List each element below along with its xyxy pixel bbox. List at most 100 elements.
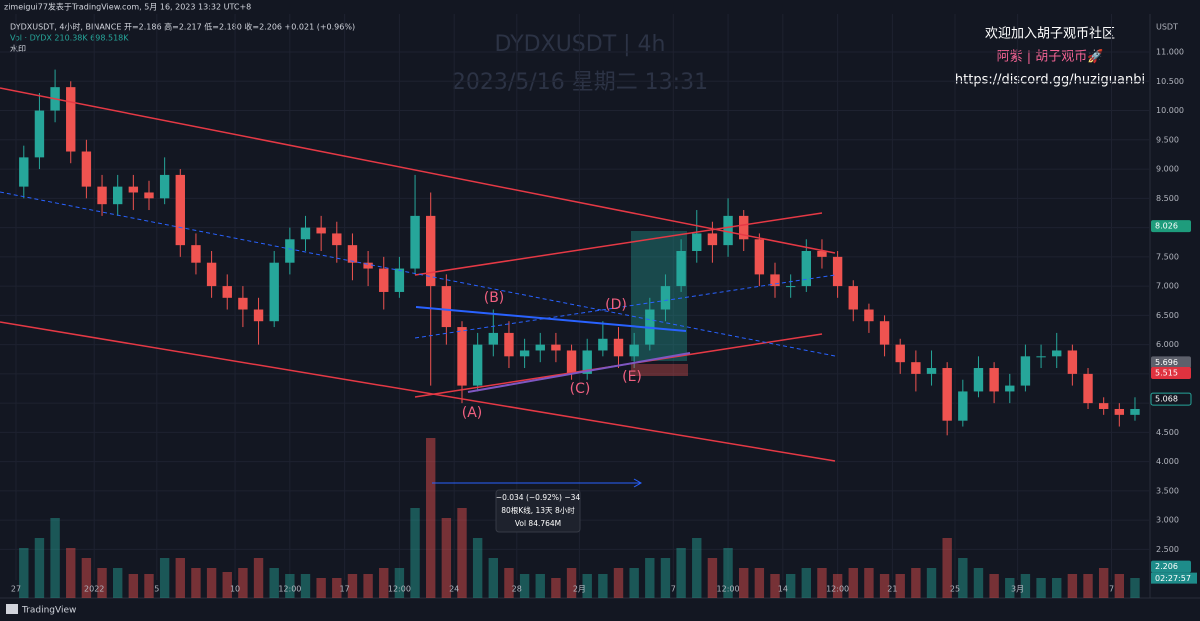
volume-bar [598,574,608,598]
promo: 欢迎加入胡子观币社区 [985,26,1115,42]
x-tick-label: 7 [671,585,676,594]
candle-body [942,368,952,421]
candle-body [1052,350,1062,357]
candle-body [159,174,170,199]
candle-body [770,274,780,287]
candle-body [707,233,718,246]
x-tick-label: 12:00 [717,585,740,594]
x-tick-label: 21 [887,585,897,594]
y-tick-label: 2.500 [1156,545,1179,554]
candle-body [598,338,608,351]
candle-body [332,233,342,246]
candle-body [144,192,154,199]
volume-bar [238,568,248,598]
candle-body [629,344,639,357]
volume-bar [1067,574,1078,598]
triangle-line [415,306,687,332]
volume-bar [676,548,686,598]
price-badge-label: 5.068 [1155,395,1178,404]
candle-body [206,262,217,287]
candle-body [551,344,561,351]
legend-line: 水印 [10,44,26,54]
volume-bar [159,558,170,598]
trend-line [0,87,836,254]
volume-bar [316,578,326,598]
candle-body [504,332,514,357]
volume-bar [926,568,937,598]
volume-bar [739,568,749,598]
volume-bar [472,538,483,598]
volume-bar [645,558,655,598]
price-badge [1150,392,1192,406]
volume-bar [832,574,843,598]
volume-bar [942,538,952,598]
candle-body [676,250,686,287]
volume-bar [97,568,107,598]
volume-bar [410,508,420,598]
volume-bar [191,568,201,598]
volume-bar [488,558,498,598]
candle-body [472,344,483,386]
candle-body [410,215,420,269]
logo [6,604,18,614]
volume-bar [285,574,295,598]
candle-body [128,186,139,193]
candle-body [285,239,295,263]
x-tick-label: 5 [154,585,159,594]
volume-bar [707,558,718,598]
candle-body [582,350,592,374]
candle-body [363,262,373,269]
x-tick-label: 17 [340,585,350,594]
countdown-badge [1151,572,1197,584]
y-tick-label: 10.500 [1156,77,1184,86]
candle-body [1083,373,1093,404]
volume-bar [660,558,671,598]
x-tick-label: 7 [1109,585,1114,594]
y-tick-label: 7.500 [1156,252,1179,261]
volume-bar [848,568,858,598]
volume-bar [112,568,123,598]
tooltip-line: Vol 84.764M [515,519,561,528]
x-tick-label: 10 [230,585,240,594]
y-tick-label: 10.000 [1156,106,1184,115]
candle-body [81,151,92,187]
candle-body [801,250,812,287]
candle-body [911,362,921,374]
candle-body [566,350,577,374]
legend-line: DYDXUSDT, 4小时, BINANCE 开=2.186 高=2.217 低… [10,22,355,32]
candle-body [864,309,874,322]
axes: 2.5003.0003.5004.0004.5005.0005.5006.000… [11,48,1197,594]
price-badge [1151,367,1191,380]
tooltip-line: −0.034 (−0.92%) −34 [496,493,581,502]
volume-bar [723,548,733,598]
candle-body [535,344,545,351]
volume-bar [785,574,796,598]
candle-body [97,186,107,205]
volume-bar [222,572,232,598]
volume-bar [206,568,217,598]
volume-bar [347,574,358,598]
candle-body [1067,350,1078,374]
price-badge-label: 8.026 [1155,222,1178,231]
x-tick-label: 12:00 [278,585,301,594]
candle-body [19,157,29,187]
volume-bar [551,578,561,598]
watermark: DYDXUSDT | 4h [495,32,666,57]
volume-bar [582,574,592,598]
volume-bar [50,518,60,598]
volume-bar [1130,578,1140,598]
mid-line [0,191,836,357]
volume-bar [66,548,76,598]
candle-body [895,344,905,363]
volume-bar [1036,578,1046,598]
candle-body [222,286,232,298]
wave-label: (B) [484,290,505,306]
candle-body [441,286,452,328]
candle-body [316,227,326,234]
footer: TradingView [21,606,76,616]
volume-bar [1098,568,1109,598]
candle-body [488,332,498,345]
volume-bar [300,574,311,598]
legend-line: Vol · DYDX 210.38K 698.518K [10,34,129,43]
